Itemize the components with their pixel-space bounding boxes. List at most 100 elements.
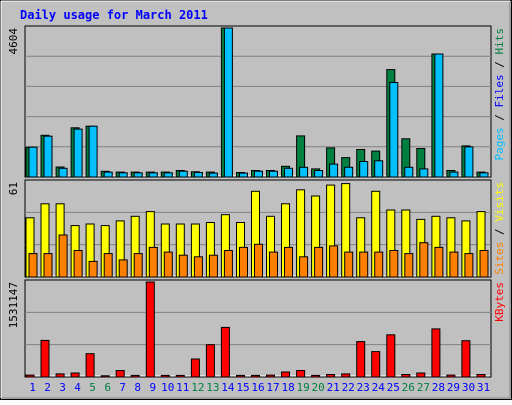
bar-kbytes-day-21 (326, 374, 336, 378)
bar-sites-day-25 (389, 250, 399, 278)
legend-item: Pages (493, 127, 506, 160)
x-tick-label-day-11: 11 (176, 381, 189, 394)
bar-kbytes-day-26 (401, 374, 411, 378)
bar-files-day-20 (314, 170, 324, 178)
bar-files-day-9 (148, 172, 158, 178)
bar-kbytes-day-27 (416, 372, 426, 378)
bar-files-day-12 (193, 172, 203, 178)
bar-kbytes-day-2 (40, 339, 50, 378)
bar-files-day-18 (284, 167, 293, 178)
legend-item: Visits (493, 182, 506, 222)
x-tick-label-day-14: 14 (221, 381, 235, 394)
x-tick-label-day-13: 13 (206, 381, 219, 394)
bar-sites-day-2 (43, 253, 53, 278)
bar-sites-day-14 (223, 250, 233, 278)
x-tick-label-day-22: 22 (342, 381, 355, 394)
bar-sites-day-23 (359, 251, 369, 278)
bar-sites-day-11 (178, 254, 188, 278)
bar-files-day-31 (479, 172, 489, 178)
bar-sites-day-21 (329, 245, 339, 278)
bar-sites-day-28 (434, 246, 444, 278)
x-tick-label-day-24: 24 (372, 381, 386, 394)
x-tick-label-day-27: 27 (417, 381, 430, 394)
bar-sites-day-13 (208, 254, 218, 278)
x-tick-label-day-17: 17 (266, 381, 279, 394)
bar-files-day-24 (374, 160, 384, 178)
bar-sites-day-19 (299, 256, 309, 278)
bar-kbytes-day-8 (130, 374, 140, 378)
x-tick-label-day-12: 12 (191, 381, 204, 394)
bar-sites-day-20 (314, 246, 324, 278)
bar-files-day-3 (58, 167, 68, 178)
bar-sites-day-10 (163, 251, 173, 278)
bar-files-day-7 (118, 172, 128, 178)
bar-files-day-11 (178, 170, 188, 178)
x-tick-label-day-30: 30 (462, 381, 475, 394)
bar-sites-day-18 (284, 246, 293, 278)
bar-kbytes-day-18 (281, 371, 290, 378)
bar-sites-day-1 (28, 253, 38, 278)
legend-item: KBytes (493, 282, 506, 322)
x-tick-label-day-20: 20 (311, 381, 324, 394)
x-tick-label-day-3: 3 (59, 381, 66, 394)
bar-files-day-10 (163, 172, 173, 178)
bar-kbytes-day-1 (25, 374, 35, 378)
bar-files-day-4 (73, 128, 83, 178)
bar-kbytes-day-12 (190, 358, 200, 378)
bar-kbytes-day-31 (476, 374, 486, 378)
x-tick-label-day-23: 23 (357, 381, 370, 394)
bar-sites-day-4 (73, 250, 83, 278)
bar-files-day-25 (389, 82, 399, 178)
bar-files-day-5 (88, 125, 98, 178)
bar-files-day-6 (103, 171, 113, 178)
legend-separator: / (493, 55, 506, 75)
bar-kbytes-day-28 (431, 328, 441, 378)
x-tick-label-day-26: 26 (402, 381, 415, 394)
bar-files-day-27 (419, 168, 429, 178)
y-max-label: 4604 (7, 28, 20, 55)
y-max-label: 1531147 (7, 282, 20, 328)
bar-sites-day-24 (374, 251, 384, 278)
bar-kbytes-day-13 (205, 344, 215, 378)
bar-files-day-17 (269, 170, 278, 178)
bar-files-day-15 (239, 172, 248, 178)
x-tick-label-day-8: 8 (134, 381, 141, 394)
bar-sites-day-17 (269, 251, 278, 278)
plot-area (24, 279, 492, 378)
legend-item: Hits (493, 28, 506, 55)
bar-kbytes-day-4 (70, 372, 80, 378)
x-tick-label-day-7: 7 (119, 381, 126, 394)
bar-files-day-2 (43, 135, 53, 178)
bar-sites-day-30 (464, 253, 474, 278)
bar-kbytes-day-11 (175, 374, 185, 378)
x-axis-labels: 1 2 3 4 5 6 7 8 9 10 11 12 13 14 15 16 17 18 19 20 21 22 23 24 2… (29, 381, 490, 394)
bar-kbytes-day-3 (55, 373, 65, 378)
bar-kbytes-day-15 (236, 374, 245, 378)
bar-files-day-26 (404, 166, 414, 178)
x-tick-label-day-16: 16 (251, 381, 264, 394)
legend-separator: / (493, 222, 506, 242)
bar-files-day-14 (223, 27, 233, 178)
bar-sites-day-7 (118, 259, 128, 278)
panel-1: 4604 Pages / Files / Hits (7, 25, 506, 178)
bar-kbytes-day-25 (386, 334, 396, 378)
x-tick-label-day-6: 6 (104, 381, 111, 394)
x-tick-label-day-18: 18 (281, 381, 294, 394)
bar-kbytes-day-16 (251, 374, 260, 378)
legend-3: KBytes (493, 282, 506, 322)
x-tick-label-day-25: 25 (387, 381, 400, 394)
bar-files-day-22 (344, 166, 354, 178)
bar-kbytes-day-30 (461, 340, 471, 378)
bar-sites-day-22 (344, 251, 354, 278)
bar-files-day-28 (434, 53, 444, 178)
legend-1: Pages / Files / Hits (493, 28, 506, 161)
x-tick-label-day-15: 15 (236, 381, 249, 394)
bar-files-day-1 (28, 146, 38, 178)
bar-kbytes-day-20 (311, 374, 321, 378)
bar-kbytes-day-7 (115, 370, 125, 378)
x-tick-label-day-21: 21 (327, 381, 340, 394)
bar-kbytes-day-5 (85, 353, 95, 378)
panel-2: 61 Sites / Visits (7, 179, 506, 278)
